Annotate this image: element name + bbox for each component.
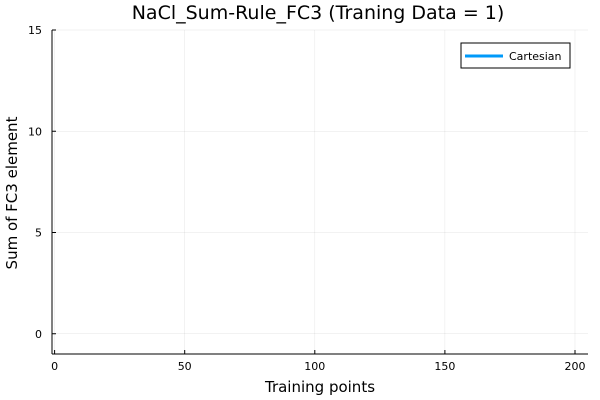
x-tick-label: 0 [51,360,58,373]
legend: Cartesian [460,42,571,69]
y-tick-label: 15 [28,24,42,37]
y-tick-label: 5 [35,227,42,240]
chart-title: NaCl_Sum-Rule_FC3 (Traning Data = 1) [132,2,505,24]
x-axis-label: Training points [264,378,375,396]
x-tick-label: 200 [564,360,585,373]
y-axis-label: Sum of FC3 element [3,116,21,269]
axes [51,29,588,355]
x-tick-label: 100 [304,360,325,373]
legend-label: Cartesian [509,50,562,63]
grid [52,29,588,354]
y-tick-label: 0 [35,328,42,341]
x-tick-label: 150 [434,360,455,373]
y-tick-label: 10 [28,125,42,138]
x-tick-label: 50 [178,360,192,373]
x-tick-labels: 0 50 100 150 200 [51,360,585,373]
y-tick-labels: 0 5 10 15 [28,24,42,341]
